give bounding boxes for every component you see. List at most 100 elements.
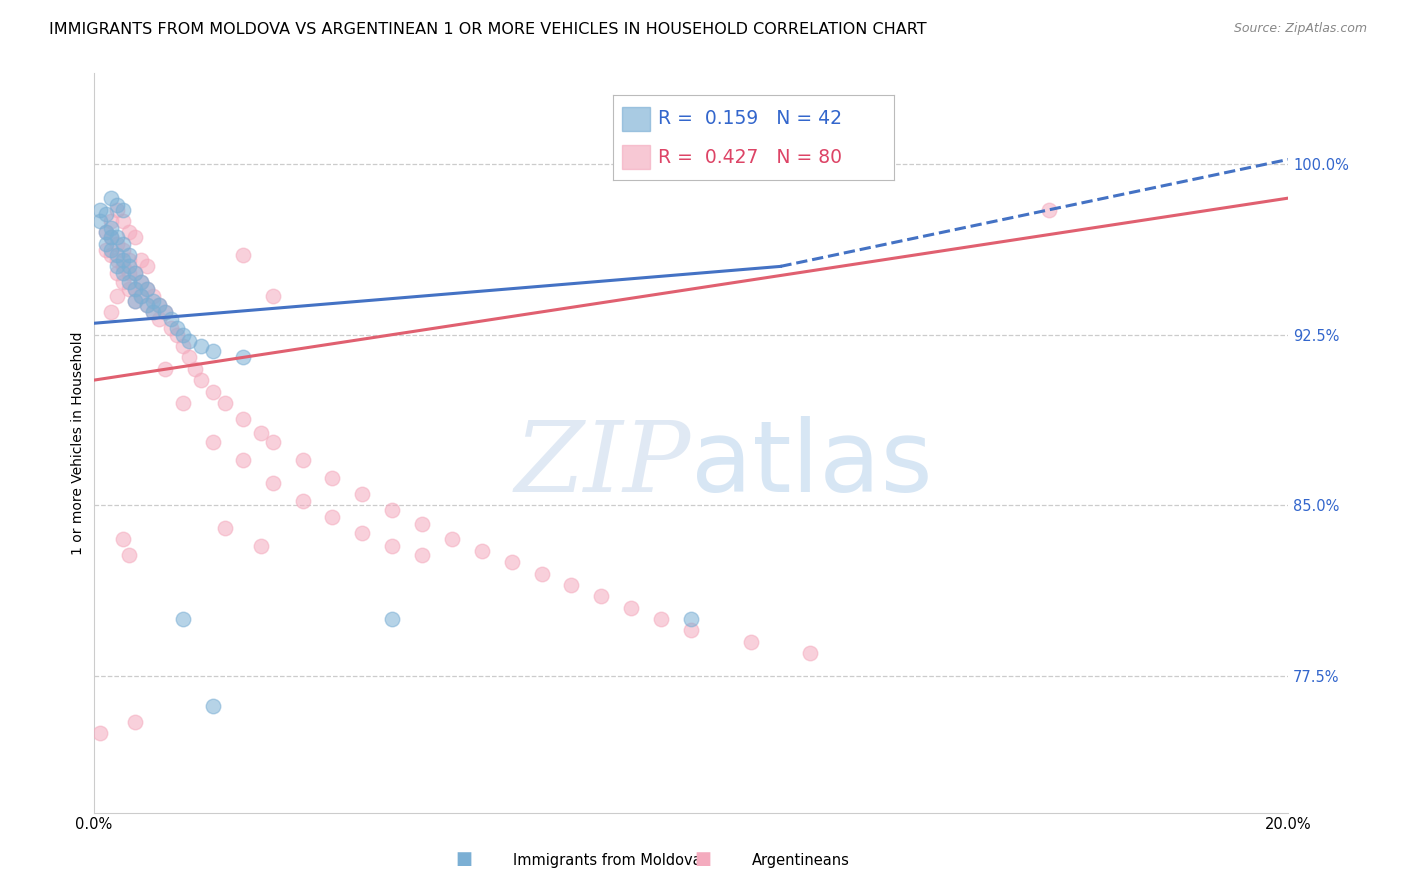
Point	[172, 396, 194, 410]
Text: Immigrants from Moldova: Immigrants from Moldova	[513, 853, 702, 868]
Text: Argentineans: Argentineans	[752, 853, 851, 868]
Point	[124, 282, 146, 296]
Point	[112, 276, 135, 290]
Point	[112, 236, 135, 251]
Point	[124, 266, 146, 280]
Point	[112, 202, 135, 217]
Point	[89, 202, 111, 217]
Point	[100, 214, 122, 228]
Point	[112, 266, 135, 280]
Point	[118, 252, 141, 267]
Point	[142, 293, 165, 308]
Text: atlas: atlas	[690, 417, 932, 514]
Point	[190, 339, 212, 353]
Point	[155, 361, 177, 376]
Point	[107, 289, 129, 303]
Point	[124, 229, 146, 244]
Point	[650, 612, 672, 626]
Point	[118, 260, 141, 274]
Point	[232, 248, 254, 262]
Point	[136, 282, 159, 296]
Point	[679, 624, 702, 638]
Point	[100, 305, 122, 319]
Point	[381, 539, 404, 553]
Point	[107, 202, 129, 217]
Point	[136, 298, 159, 312]
Point	[232, 412, 254, 426]
Point	[1038, 202, 1060, 217]
Point	[202, 434, 225, 449]
Point	[214, 521, 236, 535]
Point	[118, 248, 141, 262]
Point	[172, 612, 194, 626]
Point	[131, 252, 153, 267]
Point	[142, 305, 165, 319]
Point	[136, 298, 159, 312]
Point	[190, 373, 212, 387]
Point	[740, 635, 762, 649]
Point	[94, 244, 117, 258]
Text: ■: ■	[695, 850, 711, 868]
Point	[136, 282, 159, 296]
Point	[172, 327, 194, 342]
Point	[411, 549, 433, 563]
Point	[107, 252, 129, 267]
Point	[124, 266, 146, 280]
Point	[232, 453, 254, 467]
Point	[107, 229, 129, 244]
Point	[381, 503, 404, 517]
Point	[620, 600, 643, 615]
Point	[124, 293, 146, 308]
Point	[321, 471, 343, 485]
Point	[202, 384, 225, 399]
Point	[131, 276, 153, 290]
Point	[118, 225, 141, 239]
Point	[155, 305, 177, 319]
Text: ZIP: ZIP	[515, 417, 690, 513]
Point	[100, 244, 122, 258]
Point	[100, 220, 122, 235]
Point	[262, 434, 284, 449]
Point	[118, 549, 141, 563]
Point	[107, 198, 129, 212]
Point	[100, 229, 122, 244]
Point	[262, 475, 284, 490]
Point	[202, 698, 225, 713]
Text: Source: ZipAtlas.com: Source: ZipAtlas.com	[1233, 22, 1367, 36]
Point	[107, 248, 129, 262]
Point	[166, 327, 188, 342]
Point	[124, 714, 146, 729]
Point	[352, 487, 374, 501]
Point	[94, 225, 117, 239]
Point	[172, 339, 194, 353]
Point	[94, 236, 117, 251]
Point	[179, 334, 201, 349]
Point	[148, 298, 170, 312]
Point	[291, 493, 314, 508]
Point	[112, 533, 135, 547]
Point	[112, 260, 135, 274]
Point	[501, 555, 523, 569]
Point	[591, 590, 613, 604]
Text: ■: ■	[456, 850, 472, 868]
Point	[166, 321, 188, 335]
Point	[142, 305, 165, 319]
Point	[799, 646, 821, 660]
Point	[352, 525, 374, 540]
Point	[94, 207, 117, 221]
Point	[100, 248, 122, 262]
Point	[136, 260, 159, 274]
Point	[262, 289, 284, 303]
Point	[214, 396, 236, 410]
Point	[202, 343, 225, 358]
Point	[100, 229, 122, 244]
Point	[530, 566, 553, 581]
Point	[94, 225, 117, 239]
Point	[112, 214, 135, 228]
Point	[118, 276, 141, 290]
Point	[232, 351, 254, 365]
Point	[107, 236, 129, 251]
Point	[160, 311, 183, 326]
Point	[107, 260, 129, 274]
Point	[118, 282, 141, 296]
